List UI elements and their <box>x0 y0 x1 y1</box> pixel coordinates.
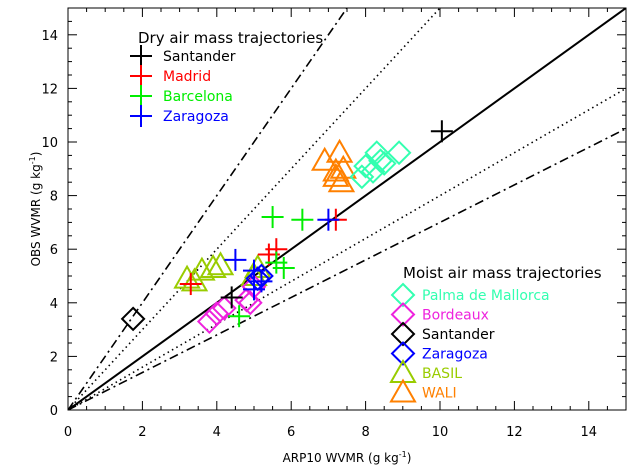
legend-label: Barcelona <box>163 89 233 105</box>
legend-marker <box>389 378 417 403</box>
data-point-triangle <box>327 168 356 193</box>
axes: 0 2 4 6 8 10 12 14 0 2 4 6 8 10 12 14 <box>41 7 627 440</box>
y-tick-label: 8 <box>50 190 58 205</box>
x-tick-label: 6 <box>287 425 295 440</box>
data-point-triangle <box>322 162 350 187</box>
y-tick-label: 2 <box>50 350 58 365</box>
data-points <box>120 120 453 334</box>
data-point-plus <box>430 120 453 143</box>
legend-title: Moist air mass trajectories <box>403 264 602 282</box>
y-tick-label: 14 <box>41 29 58 44</box>
data-point-plus <box>272 256 295 279</box>
data-point-triangle <box>188 256 216 281</box>
x-tick-label: 8 <box>361 425 369 440</box>
reference-line-dotted <box>68 8 442 410</box>
x-tick-label: 0 <box>64 425 72 440</box>
data-point-plus <box>291 208 314 231</box>
x-axis-title: ARP10 WVMR (g kg-1) <box>283 450 412 465</box>
y-tick-label: 12 <box>41 82 58 97</box>
legend-label: Palma de Mallorca <box>422 288 550 304</box>
legend-marker <box>390 282 416 308</box>
data-point-diamond <box>196 309 222 334</box>
legend-marker <box>390 321 416 347</box>
data-point-triangle <box>199 253 227 278</box>
legend-label: WALI <box>422 386 457 402</box>
data-point-diamond <box>204 301 230 326</box>
legend-marker <box>130 45 152 67</box>
x-tick-label: 10 <box>432 425 449 440</box>
data-point-plus <box>228 305 251 328</box>
legend-moist: Moist air mass trajectories Palma de Mall… <box>389 264 602 403</box>
data-point-diamond <box>386 140 412 166</box>
legend-marker <box>130 65 152 87</box>
legend-label: Madrid <box>163 69 211 85</box>
data-point-diamond <box>120 306 146 332</box>
legend-dry: Dry air mass trajectories Santander Madrid… <box>130 29 323 127</box>
reference-line-dotted <box>68 87 626 410</box>
legend-marker <box>390 341 416 366</box>
data-point-diamond <box>371 151 397 176</box>
y-tick-label: 6 <box>50 243 58 258</box>
legend-marker <box>130 85 152 107</box>
x-tick-label: 4 <box>213 425 221 440</box>
data-point-plus <box>317 208 340 231</box>
x-tick-label: 12 <box>506 425 523 440</box>
reference-lines <box>68 8 626 410</box>
data-point-triangle <box>206 251 235 276</box>
data-point-plus <box>179 273 202 296</box>
data-point-plus <box>220 286 243 309</box>
data-point-triangle <box>173 264 201 289</box>
x-tick-label: 2 <box>138 425 146 440</box>
y-tick-label: 0 <box>50 404 58 419</box>
data-point-plus <box>261 206 284 229</box>
y-axis-title: OBS WVMR (g kg-1) <box>28 152 43 267</box>
legend-marker <box>130 105 152 127</box>
data-point-plus <box>243 278 265 301</box>
data-point-diamond <box>360 159 386 184</box>
data-point-triangle <box>310 146 339 171</box>
data-point-plus <box>224 248 247 271</box>
legend-marker <box>390 302 416 327</box>
reference-line-solid <box>68 8 626 410</box>
legend-label: Zaragoza <box>422 347 488 363</box>
y-tick-label: 10 <box>41 136 58 151</box>
x-tick-label: 14 <box>581 425 598 440</box>
legend-label: Santander <box>422 327 495 343</box>
legend-label: BASIL <box>422 366 462 382</box>
legend-label: Zaragoza <box>163 109 229 125</box>
legend-label: Santander <box>163 49 236 65</box>
legend-label: Bordeaux <box>422 308 489 324</box>
data-point-diamond <box>237 290 263 316</box>
legend-title: Dry air mass trajectories <box>138 29 323 47</box>
data-point-triangle <box>180 267 209 292</box>
y-tick-label: 4 <box>50 297 58 312</box>
reference-line-dashdot <box>68 127 626 410</box>
data-point-diamond <box>349 164 375 190</box>
